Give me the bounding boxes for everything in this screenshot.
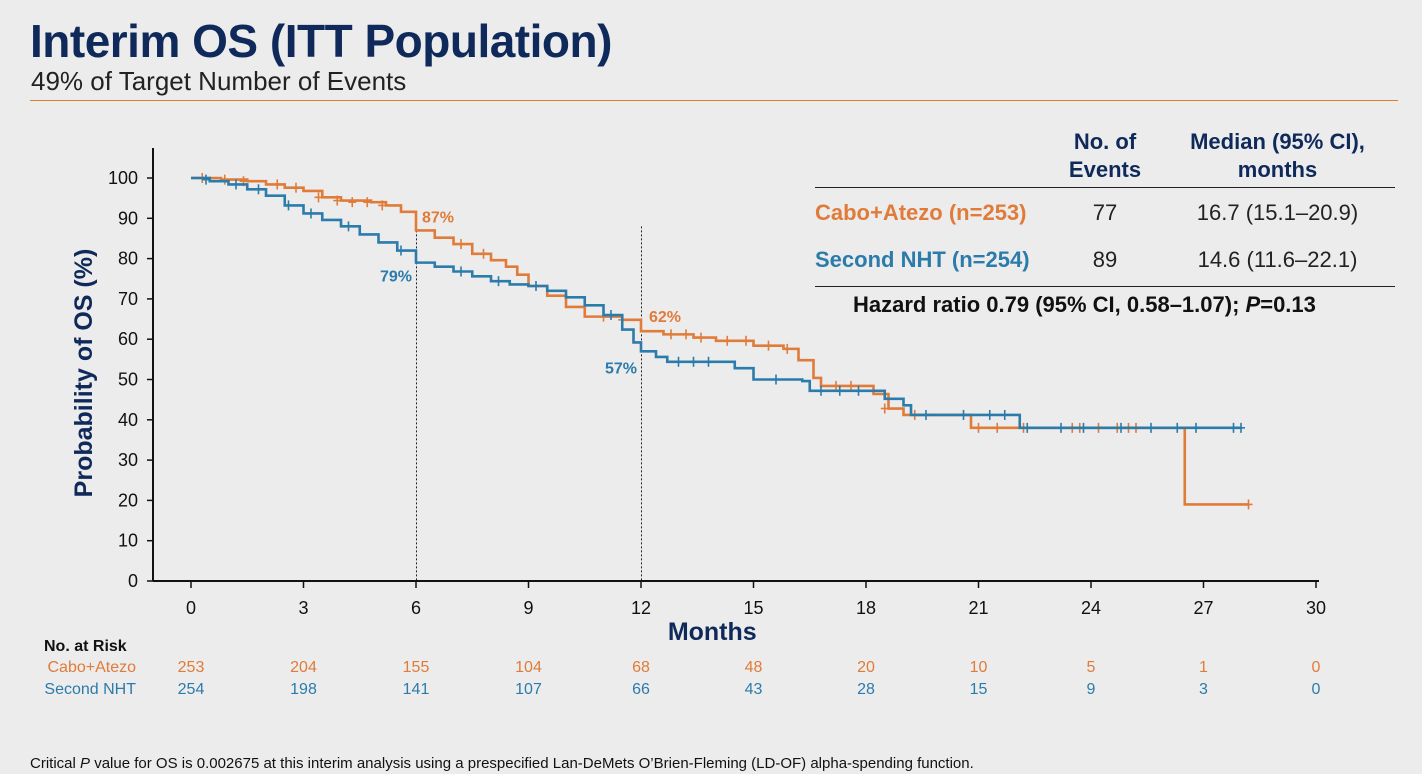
title-divider [30,100,1398,101]
risk-value: 204 [290,659,317,676]
risk-table-title: No. at Risk [44,638,127,655]
y-tick-label: 80 [118,249,138,269]
x-axis-label: Months [668,618,757,646]
risk-value: 107 [515,681,542,698]
risk-value: 3 [1199,681,1208,698]
slide-subtitle: 49% of Target Number of Events [31,66,407,96]
x-tick-label: 6 [411,598,421,618]
risk-value: 0 [1311,659,1321,676]
summary-arm-cabo: Cabo+Atezo (n=253) [815,200,1027,225]
footnote-post: value for OS is 0.002675 at this interim… [90,755,974,772]
x-tick-label: 0 [186,598,196,618]
col-median-header-line1: Median (95% CI), [1190,129,1365,154]
annotation-label: 57% [605,360,637,377]
risk-value: 104 [515,659,542,676]
y-tick-label: 10 [118,531,138,551]
y-tick-label: 50 [118,370,138,390]
slide-title: Interim OS (ITT Population) [30,15,612,67]
hazard-ratio-main: Hazard ratio 0.79 (95% CI, 0.58–1.07); [853,292,1246,317]
x-tick-label: 9 [523,598,533,618]
risk-value: 198 [290,681,317,698]
x-tick-label: 27 [1193,598,1213,618]
x-tick-label: 12 [631,598,651,618]
risk-value: 66 [632,681,650,698]
risk-value: 5 [1086,659,1096,676]
summary-events-cabo: 77 [1092,200,1118,225]
col-events-header-line2: Events [1068,157,1142,182]
footnote: Critical P value for OS is 0.002675 at t… [30,755,974,772]
risk-value: 28 [857,681,875,698]
risk-label-nht: Second NHT [44,681,136,698]
col-median-header: Median (95% CI), months [1175,128,1380,184]
x-tick-label: 18 [856,598,876,618]
summary-median-nht: 14.6 (11.6–22.1) [1197,247,1358,272]
y-tick-label: 0 [128,571,138,591]
risk-value: 1 [1199,659,1208,676]
footnote-pre: Critical [30,755,81,772]
risk-value: 48 [744,659,763,676]
risk-value: 253 [177,659,205,676]
risk-value: 68 [632,659,650,676]
y-tick-label: 20 [118,490,138,510]
risk-value: 254 [177,681,205,698]
km-curve-second-nht [191,176,1241,430]
summary-footer-rule [815,286,1395,287]
y-tick-label: 40 [118,410,138,430]
hazard-ratio-p: P [1245,292,1261,317]
col-events-header-line1: No. of [1073,129,1137,154]
risk-value: 43 [744,681,763,698]
summary-events-nht: 89 [1092,247,1118,272]
col-events-header: No. of Events [1050,128,1160,184]
risk-value: 141 [402,681,430,698]
y-axis-label: Probability of OS (%) [70,249,98,498]
x-tick-label: 15 [743,598,763,618]
summary-arm-nht: Second NHT (n=254) [815,247,1030,272]
col-median-header-line2: months [1237,157,1318,182]
annotation-label: 87% [422,209,454,226]
risk-value: 20 [857,659,875,676]
hazard-ratio-pvalue: =0.13 [1260,292,1316,317]
risk-value: 10 [969,659,988,676]
hazard-ratio-text: Hazard ratio 0.79 (95% CI, 0.58–1.07); P… [853,292,1316,318]
risk-value: 0 [1311,681,1321,698]
summary-median-cabo: 16.7 (15.1–20.9) [1196,200,1359,225]
x-tick-label: 3 [298,598,308,618]
annotation-label: 79% [380,269,412,286]
x-tick-label: 21 [968,598,988,618]
footnote-p: P [80,755,91,772]
y-tick-label: 100 [108,168,138,188]
x-tick-label: 24 [1081,598,1101,618]
x-tick-label: 30 [1306,598,1326,618]
annotation-label: 62% [649,309,681,326]
risk-value: 9 [1086,681,1096,698]
risk-value: 15 [969,681,988,698]
y-tick-label: 70 [118,289,138,309]
y-tick-label: 60 [118,329,138,349]
risk-label-cabo: Cabo+Atezo [47,659,136,676]
y-tick-label: 30 [118,450,138,470]
risk-value: 155 [402,659,430,676]
summary-header-rule [815,187,1395,188]
y-tick-label: 90 [118,208,138,228]
